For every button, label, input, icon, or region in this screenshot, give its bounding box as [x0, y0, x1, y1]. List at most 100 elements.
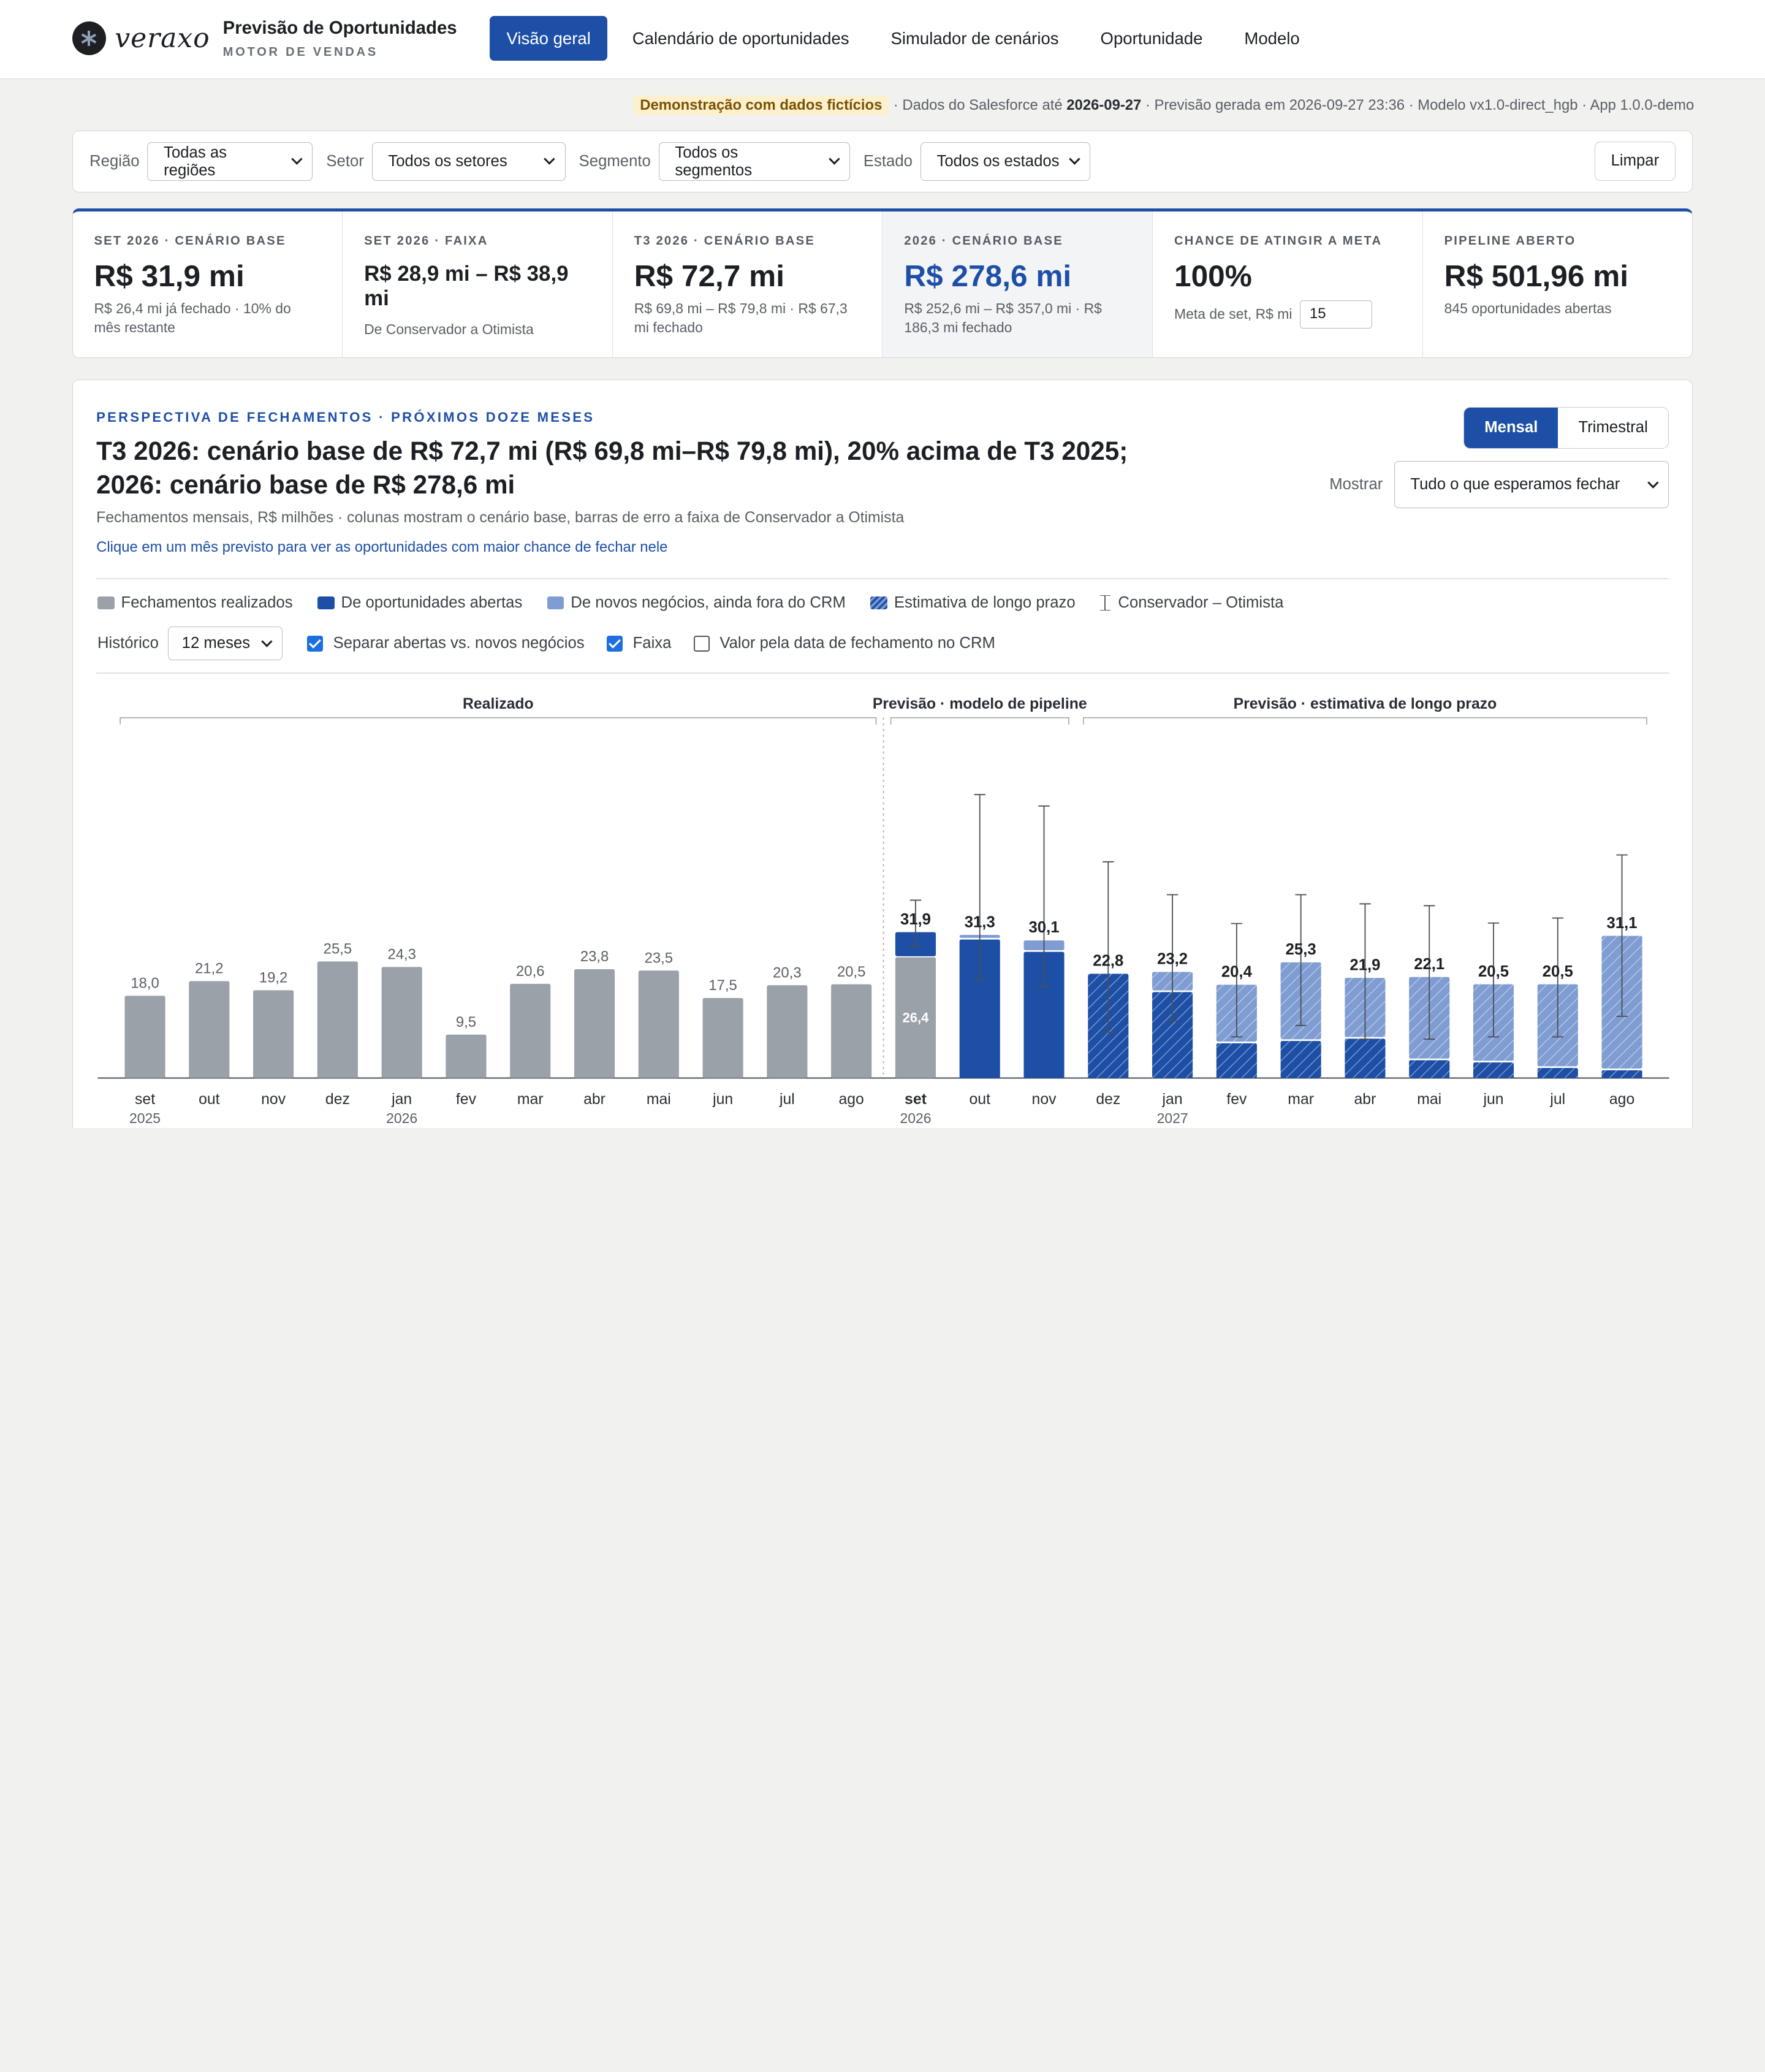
kpi-label: CHANCE DE ATINGIR A META — [1174, 234, 1383, 248]
history-label: Histórico — [97, 634, 159, 652]
bar-value-label: 21,9 — [1349, 957, 1380, 974]
swatch — [97, 596, 115, 609]
panel-subline: Fechamentos mensais, R$ milhões · coluna… — [96, 509, 905, 527]
kpi-card: PIPELINE ABERTO R$ 501,96 mi 845 oportun… — [1423, 211, 1693, 357]
x-tick-label: jun — [1482, 1091, 1503, 1108]
x-tick-label: abr — [583, 1091, 605, 1108]
app-brand: Previsão de Oportunidades MOTOR DE VENDA… — [223, 18, 457, 59]
kpi-label: 2026 · CENÁRIO BASE — [904, 234, 1063, 248]
toggle-quarterly[interactable]: Trimestral — [1578, 419, 1648, 436]
error-bar-icon — [1100, 595, 1110, 611]
x-tick-label: ago — [838, 1091, 864, 1108]
divider — [96, 578, 1669, 580]
app-subtitle: MOTOR DE VENDAS — [222, 45, 378, 59]
segment-value: Todos os segmentos — [675, 143, 753, 179]
bar-value-label: 30,1 — [1028, 919, 1059, 936]
chevron-down-icon — [291, 153, 303, 165]
legend-label: Conservador – Otimista — [1118, 593, 1284, 611]
bar-value-label: 22,8 — [1093, 953, 1123, 970]
legend-range: Conservador – Otimista — [1100, 594, 1283, 612]
kpi-value: R$ 31,9 mi — [94, 259, 245, 294]
history-select[interactable]: 12 meses — [167, 627, 283, 661]
clear-filters-button[interactable]: Limpar — [1594, 141, 1676, 181]
filter-bar: Região Todas as regiões Setor Todos os s… — [72, 131, 1693, 193]
chevron-down-icon — [1069, 153, 1080, 165]
bar-value-label: 20,3 — [773, 964, 801, 981]
goal-input[interactable]: 15 — [1300, 300, 1372, 329]
crm-date-label: Valor pela data de fechamento no CRM — [719, 634, 995, 652]
kpi-sub: R$ 252,6 mi – R$ 357,0 mi · R$ 186,3 mi … — [904, 300, 1102, 336]
x-tick-label: jul — [1549, 1091, 1565, 1108]
nav-visao-geral[interactable]: Visão geral — [489, 15, 608, 61]
sector-label: Setor — [326, 153, 364, 170]
x-tick-label: out — [969, 1091, 990, 1108]
kpi-value: R$ 72,7 mi — [634, 259, 784, 294]
x-tick-label: mai — [646, 1091, 670, 1108]
x-tick-label: jan — [391, 1091, 412, 1108]
bar-inner-label: 26,4 — [902, 1010, 929, 1026]
bar-value-label: 31,9 — [900, 911, 930, 928]
bar-value-label: 20,4 — [1221, 964, 1252, 981]
bar-value-label: 9,5 — [455, 1014, 476, 1030]
section-label: Realizado — [463, 696, 534, 712]
bar-realized — [766, 985, 807, 1078]
bar-value-label: 19,2 — [259, 970, 287, 986]
x-tick-label: jan — [1161, 1091, 1182, 1108]
bar-value-label: 31,3 — [964, 913, 995, 931]
data-status-line: Demonstração com dados fictícios · Dados… — [633, 96, 1694, 115]
bar-value-label: 31,1 — [1606, 915, 1637, 932]
state-value: Todos os estados — [936, 153, 1060, 170]
state-label: Estado — [863, 153, 913, 170]
nav-simulador[interactable]: Simulador de cenários — [890, 28, 1059, 48]
bar-hatch — [1473, 1062, 1514, 1078]
range-label: Faixa — [632, 634, 672, 652]
section-bracket — [119, 717, 877, 725]
x-tick-label: set — [135, 1091, 155, 1108]
nav-oportunidade[interactable]: Oportunidade — [1100, 28, 1203, 48]
x-tick-label: jul — [779, 1091, 795, 1108]
legend-label: De oportunidades abertas — [341, 593, 523, 611]
show-value: Tudo o que esperamos fechar — [1410, 476, 1620, 493]
bar-realized — [381, 967, 422, 1078]
x-tick-label: dez — [325, 1091, 349, 1108]
show-select[interactable]: Tudo o que esperamos fechar — [1394, 461, 1669, 509]
divider — [96, 672, 1669, 674]
goal-label: Meta de set, R$ mi — [1174, 306, 1292, 322]
bar-value-label: 23,5 — [644, 950, 672, 967]
segment-select[interactable]: Todos os segmentos — [658, 142, 850, 181]
x-year-label: 2025 — [129, 1110, 161, 1126]
kpi-label: SET 2026 · FAIXA — [364, 234, 488, 248]
logo[interactable]: veraxo — [72, 21, 210, 55]
bar-realized — [509, 984, 550, 1078]
bar-realized — [574, 969, 615, 1078]
swatch — [547, 596, 564, 609]
legend-new: De novos negócios, ainda fora do CRM — [547, 594, 846, 612]
sector-select[interactable]: Todos os setores — [371, 142, 566, 181]
toggle-monthly[interactable]: Mensal — [1464, 408, 1558, 448]
bar-value-label: 21,2 — [195, 961, 223, 977]
legend-realized: Fechamentos realizados — [97, 594, 293, 612]
bar-value-label: 25,5 — [323, 941, 351, 958]
swatch — [317, 596, 335, 609]
crm-date-checkbox[interactable] — [694, 635, 710, 652]
nav-calendario[interactable]: Calendário de oportunidades — [632, 28, 849, 48]
nav-modelo[interactable]: Modelo — [1244, 28, 1300, 48]
x-year-label: 2026 — [386, 1110, 417, 1126]
panel-hint: Clique em um mês previsto para ver as op… — [96, 538, 668, 555]
salesforce-date: 2026-09-27 — [1066, 96, 1142, 113]
split-checkbox[interactable] — [307, 635, 324, 652]
bar-closed — [895, 957, 936, 1078]
chart-controls: Histórico 12 meses Separar abertas vs. n… — [97, 627, 1018, 661]
range-checkbox[interactable] — [607, 635, 623, 652]
legend-label: Estimativa de longo prazo — [894, 593, 1076, 611]
bar-realized — [702, 998, 743, 1078]
kpi-card: SET 2026 · CENÁRIO BASE R$ 31,9 mi R$ 26… — [73, 211, 343, 358]
legend-open: De oportunidades abertas — [317, 594, 522, 612]
split-label: Separar abertas vs. novos negócios — [333, 634, 585, 652]
state-select[interactable]: Todos os estados — [920, 142, 1091, 181]
show-control: Mostrar Tudo o que esperamos fechar — [1329, 461, 1669, 509]
bar-hatch — [1344, 1038, 1386, 1078]
x-tick-label: nov — [261, 1091, 286, 1108]
goal-row: Meta de set, R$ mi 15 — [1174, 300, 1401, 329]
region-select[interactable]: Todas as regiões — [147, 142, 313, 181]
